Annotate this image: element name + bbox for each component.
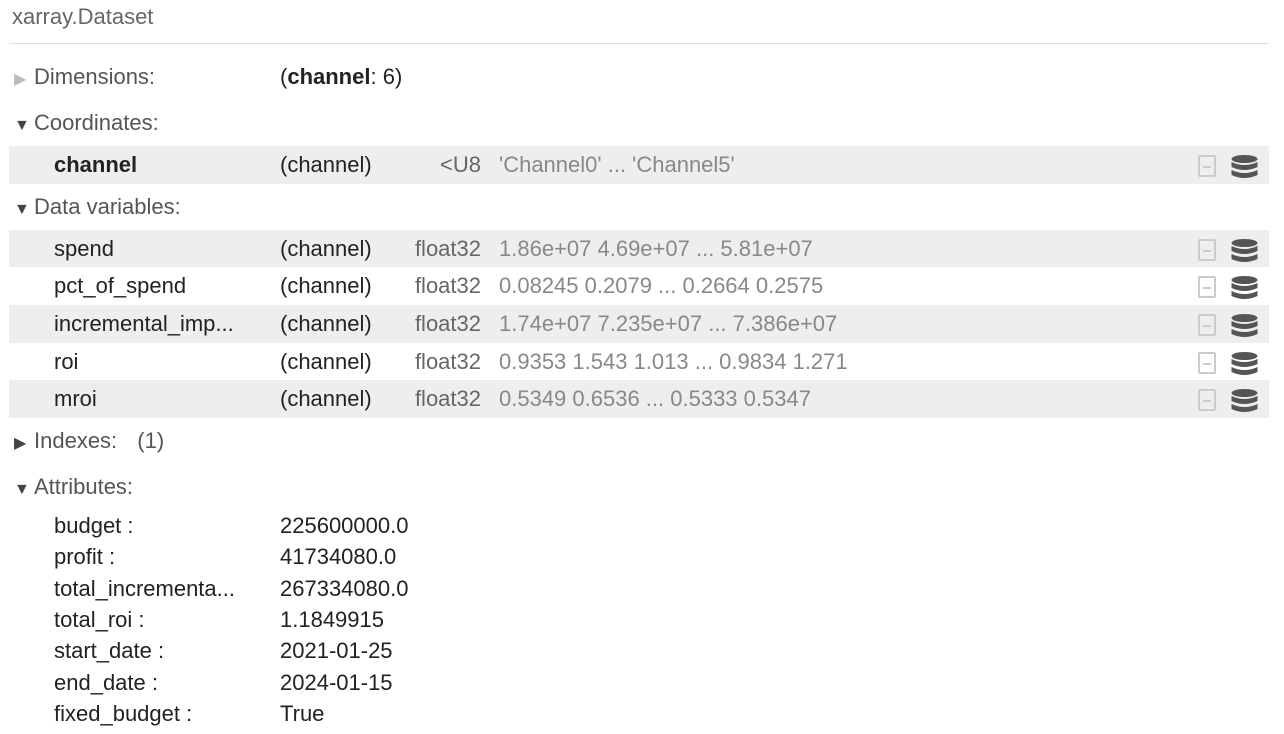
indexes-count: (1) [137,428,165,454]
database-icon[interactable] [1231,276,1258,300]
section-indexes[interactable]: ▶ Indexes: (1) [9,418,1269,464]
data-variable-row: roi (channel) float32 0.9353 1.543 1.013… [9,343,1269,381]
dimensions-summary: (channel: 6) [280,64,403,89]
attribute-row: profit : 41734080.0 [54,544,397,570]
file-text-icon[interactable] [1198,238,1216,261]
data-variable-row: incremental_imp... (channel) float32 1.7… [9,305,1269,343]
collapse-arrow-icon[interactable]: ▼ [14,481,30,499]
collapse-arrow-icon[interactable]: ▼ [14,117,30,134]
database-icon[interactable] [1231,238,1258,263]
expand-arrow-icon[interactable]: ▶ [14,71,27,88]
expand-arrow-icon[interactable]: ▶ [14,435,27,453]
attribute-row: total_incrementa... 267334080.0 [54,575,409,601]
attribute-row: start_date : 2021-01-25 [54,638,393,664]
section-attributes[interactable]: ▼ Attributes: [9,464,1269,510]
file-text-icon[interactable] [1198,351,1216,374]
dataset-title: xarray.Dataset [9,0,1269,44]
attribute-row: fixed_budget : True [54,700,325,726]
section-coordinates[interactable]: ▼ Coordinates: [9,100,1269,146]
file-text-icon[interactable] [1198,155,1216,177]
collapse-arrow-icon[interactable]: ▼ [14,200,30,218]
attribute-row: budget : 225600000.0 [54,513,409,539]
file-text-icon[interactable] [1198,276,1216,299]
database-icon[interactable] [1231,351,1258,376]
data-variable-row: pct_of_spend (channel) float32 0.08245 0… [9,267,1269,305]
attribute-row: end_date : 2024-01-15 [54,669,393,695]
coordinate-row: channel (channel) <U8 'Channel0' ... 'Ch… [9,146,1269,184]
attribute-row: total_roi : 1.1849915 [54,607,384,633]
section-data-variables[interactable]: ▼ Data variables: [9,184,1269,230]
database-icon[interactable] [1231,314,1258,338]
file-text-icon[interactable] [1198,389,1216,412]
database-icon[interactable] [1231,155,1258,179]
section-dimensions[interactable]: ▶ Dimensions: (channel: 6) [9,54,1269,100]
database-icon[interactable] [1231,389,1258,413]
data-variable-row: mroi (channel) float32 0.5349 0.6536 ...… [9,380,1269,419]
file-text-icon[interactable] [1198,314,1216,337]
data-variable-row: spend (channel) float32 1.86e+07 4.69e+0… [9,229,1269,268]
dataset-repr: xarray.Dataset ▶ Dimensions: (channel: 6)… [9,0,1269,729]
